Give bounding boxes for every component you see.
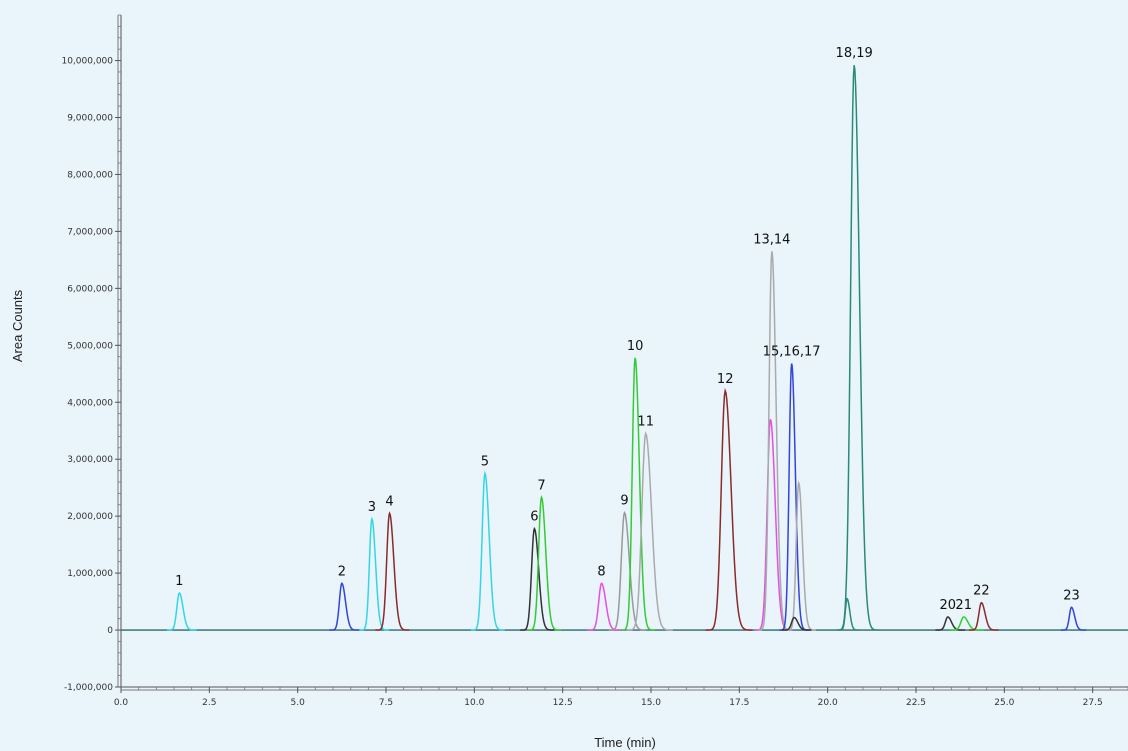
- peak-label: 1: [175, 574, 183, 589]
- peak-trace: [969, 601, 999, 631]
- peak-label: 9: [620, 494, 628, 509]
- peak-trace: [838, 597, 860, 631]
- peak-label: 23: [1063, 588, 1080, 603]
- peak-trace: [781, 616, 812, 631]
- peak-trace: [705, 387, 753, 631]
- peak-label: 13,14: [753, 232, 790, 247]
- peak-trace: [470, 470, 505, 631]
- peaks-layer: [166, 65, 1087, 631]
- x-tick-label: 20.0: [818, 698, 838, 708]
- x-axis-title: Time (min): [594, 735, 656, 750]
- y-axis-title: Area Counts: [10, 289, 25, 362]
- y-tick-label: 7,000,000: [67, 227, 113, 237]
- y-tick-label: 2,000,000: [67, 512, 113, 522]
- peak-trace: [949, 616, 984, 631]
- peak-trace: [587, 582, 622, 631]
- y-tick-label: -1,000,000: [64, 683, 113, 693]
- peak-label: 8: [597, 564, 605, 579]
- peak-trace: [935, 616, 966, 631]
- peak-label: 11: [637, 415, 654, 430]
- y-tick-label: 9,000,000: [67, 114, 113, 124]
- peak-trace: [1060, 606, 1087, 631]
- x-tick-label: 15.0: [641, 698, 661, 708]
- peak-trace: [359, 516, 390, 631]
- peak-trace: [375, 511, 410, 631]
- peak-label: 6: [530, 510, 538, 525]
- y-tick-label: 5,000,000: [67, 341, 113, 351]
- y-tick-label: 8,000,000: [67, 170, 113, 180]
- x-tick-label: 0.0: [114, 698, 129, 708]
- peak-label: 2: [338, 564, 346, 579]
- peak-trace: [786, 480, 817, 631]
- peak-trace: [166, 591, 197, 631]
- y-tick-label: 6,000,000: [67, 284, 113, 294]
- peak-label: 20: [940, 598, 957, 613]
- peak-label: 5: [481, 454, 489, 469]
- x-tick-label: 25.0: [994, 698, 1014, 708]
- x-tick-label: 22.5: [906, 698, 926, 708]
- peak-label: 7: [537, 478, 545, 493]
- x-tick-label: 2.5: [202, 698, 216, 708]
- x-tick-label: 5.0: [291, 698, 306, 708]
- x-tick-label: 10.0: [464, 698, 484, 708]
- y-tick-label: 4,000,000: [67, 398, 113, 408]
- y-tick-label: 10,000,000: [61, 57, 113, 67]
- peak-label: 15,16,17: [763, 345, 821, 360]
- peak-trace: [520, 526, 555, 631]
- x-tick-label: 12.5: [553, 698, 573, 708]
- x-tick-label: 27.5: [1083, 698, 1103, 708]
- peak-label: 4: [385, 494, 393, 509]
- peak-label: 3: [368, 500, 376, 515]
- peak-trace: [626, 431, 673, 631]
- peak-trace: [329, 582, 360, 631]
- peak-label: 12: [717, 372, 734, 387]
- peak-trace: [608, 510, 647, 631]
- peak-label: 22: [973, 584, 990, 599]
- y-tick-label: 1,000,000: [67, 569, 113, 579]
- y-tick-label: 0: [107, 626, 113, 636]
- peak-label: 18,19: [836, 46, 873, 61]
- peak-trace: [836, 65, 879, 631]
- peak-trace: [620, 357, 655, 631]
- peak-label: 21: [955, 598, 972, 613]
- peak-trace: [527, 495, 562, 631]
- x-tick-label: 17.5: [729, 698, 749, 708]
- peak-trace: [757, 251, 792, 631]
- y-tick-label: 3,000,000: [67, 455, 113, 465]
- x-tick-label: 7.5: [379, 698, 393, 708]
- peak-label: 10: [627, 339, 644, 354]
